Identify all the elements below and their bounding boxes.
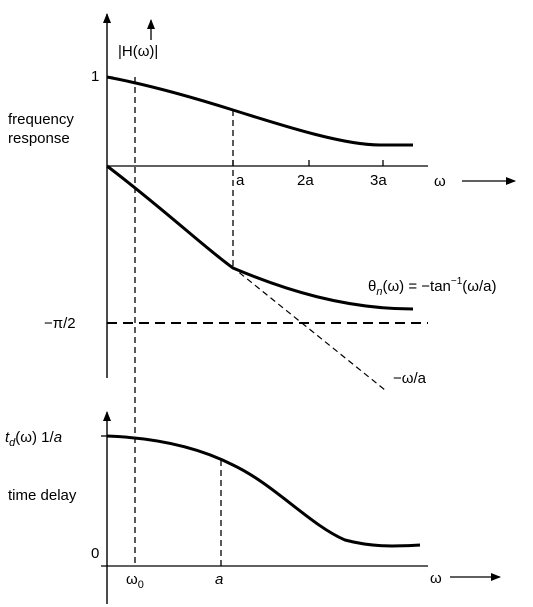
neg-pi-over-2-label: −π/2 [44, 315, 76, 332]
magnitude-label: |H(ω)| [118, 43, 158, 60]
omega0-label: ω0 [126, 571, 144, 591]
tick-label-a: a [236, 172, 245, 189]
magnitude-curve [106, 75, 413, 147]
bottom-panel: td(ω) 1/a time delay 0 ω0 a ω [5, 411, 501, 604]
phase-equation-label: θn(ω) = −tan−1(ω/a) [368, 276, 497, 298]
time-delay-axis-label: td(ω) 1/a [5, 429, 62, 449]
side-label-frequency: frequency [8, 111, 74, 128]
bottom-tick-label-a: a [215, 571, 223, 588]
time-delay-curve [106, 434, 421, 548]
top-panel: |H(ω)| 1 frequency response a 2a 3a ω −π… [8, 13, 516, 391]
time-delay-side-label: time delay [8, 487, 77, 504]
omega-axis-label: ω [434, 173, 446, 190]
tick-label-3a: 3a [370, 172, 387, 189]
tick-label-2a: 2a [297, 172, 314, 189]
tick-label-one: 1 [91, 68, 99, 85]
tick-label-zero: 0 [91, 545, 99, 562]
asymptote-line [106, 165, 386, 391]
asymptote-label: −ω/a [393, 370, 427, 387]
bottom-omega-axis-label: ω [430, 570, 442, 587]
side-label-response: response [8, 130, 70, 147]
